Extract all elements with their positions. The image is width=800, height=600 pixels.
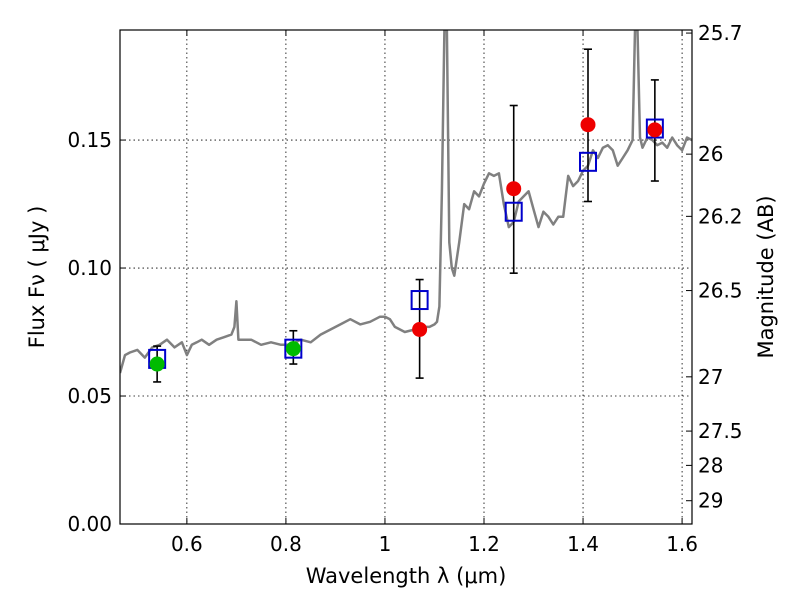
tick-marks: [120, 30, 692, 525]
measured-flux-point: [580, 117, 596, 133]
model-square-marker: [579, 151, 597, 172]
grid-lines: [120, 30, 692, 524]
mag-tick-label: 28: [698, 453, 723, 477]
mag-tick-label: 26.5: [698, 279, 743, 303]
spectrum-layer: [120, 30, 692, 374]
mag-tick-label: 25.7: [698, 21, 743, 45]
model-square-marker: [504, 201, 523, 222]
y-tick-label: 0.00: [67, 512, 112, 536]
y-axis-label: Flux Fν ( μJy ): [25, 206, 49, 349]
mag-tick-label: 29: [698, 489, 723, 513]
y-tick-label: 0.10: [67, 256, 112, 280]
x-tick-label: 0.6: [171, 532, 203, 556]
mag-tick-label: 27: [698, 365, 723, 389]
y2-axis-label: Magnitude (AB): [754, 195, 778, 358]
x-axis-label: Wavelength λ (μm): [306, 564, 507, 588]
measured-flux-point: [149, 356, 165, 372]
spectrum-line: [120, 30, 692, 374]
marker-layer: [148, 117, 664, 372]
measured-flux-point: [506, 181, 522, 197]
mag-tick-label: 27.5: [698, 419, 743, 443]
measured-flux-point: [285, 341, 301, 357]
x-tick-label: 1.4: [567, 532, 599, 556]
mag-tick-label: 26.2: [698, 204, 743, 228]
plot-frame: [119, 29, 693, 525]
y-tick-label: 0.05: [67, 384, 112, 408]
model-square-marker: [410, 290, 429, 311]
mag-tick-label: 26: [698, 142, 723, 166]
measured-flux-point: [412, 321, 428, 337]
x-tick-label: 1.6: [666, 532, 698, 556]
x-tick-label: 0.8: [270, 532, 302, 556]
y-tick-label: 0.15: [67, 128, 112, 152]
x-tick-label: 1: [379, 532, 392, 556]
x-tick-label: 1.2: [468, 532, 500, 556]
model-square-marker: [284, 338, 303, 359]
tick-labels: 0.6 0.8 1 1.2 1.4 1.6 0.00 0.05 0.10 0.15 25.7 26 26…: [67, 21, 742, 556]
measured-flux-point: [647, 122, 663, 138]
model-square-marker: [645, 118, 664, 139]
